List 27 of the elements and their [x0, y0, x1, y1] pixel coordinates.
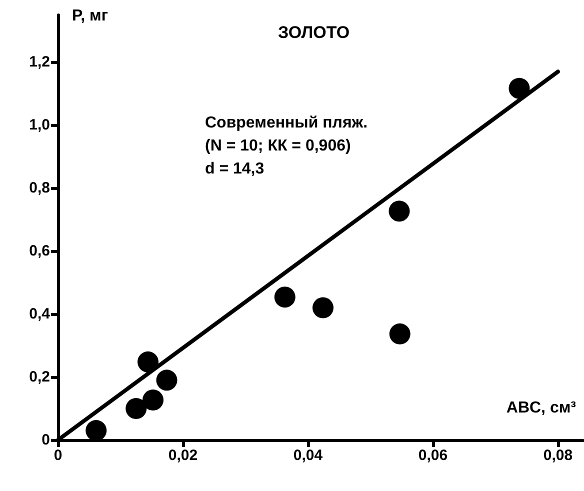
y-tick-label: 0,6: [29, 242, 50, 260]
x-tick-label: 0: [54, 447, 62, 464]
y-tick-label: 1,0: [29, 116, 50, 134]
x-tick-label: 0,04: [293, 447, 324, 464]
point: [156, 370, 178, 391]
x-tick-label: 0,08: [543, 447, 573, 464]
x-axis-title: ABC, см³: [506, 400, 576, 416]
x-tick-label: 0,06: [418, 447, 448, 464]
annotation: Современный пляж.: [204, 114, 368, 132]
point: [138, 351, 158, 372]
y-axis-title: P, мг: [72, 8, 108, 24]
y-tick-label: 0,4: [29, 306, 51, 323]
annotation: d = 14,3: [204, 160, 264, 178]
x-tick-label: 0,02: [168, 447, 198, 464]
annotation: (N = 10; КК = 0,906): [204, 138, 351, 154]
point: [389, 323, 410, 344]
y-tick-label: 0,2: [29, 368, 50, 386]
point: [508, 78, 530, 99]
text: ЗОЛОТО: [278, 23, 350, 42]
point: [312, 297, 334, 318]
y-tick-label: 1,2: [29, 54, 50, 71]
point: [274, 286, 296, 308]
point: [126, 398, 147, 420]
y-tick-label: 0: [42, 432, 50, 448]
point: [388, 200, 410, 222]
point: [142, 390, 164, 411]
y-tick-label: 0,8: [29, 180, 50, 197]
